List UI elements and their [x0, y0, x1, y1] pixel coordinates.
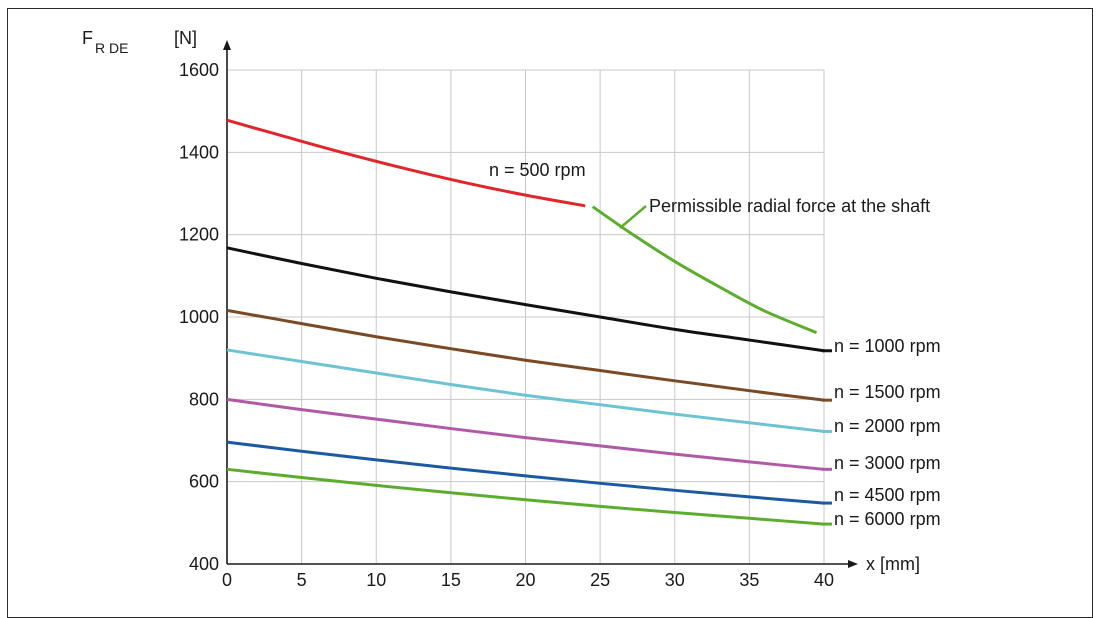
series-label: n = 2000 rpm: [834, 416, 941, 436]
x-tick-label: 15: [441, 570, 461, 590]
series-label: n = 1500 rpm: [834, 382, 941, 402]
x-axis-label: x [mm]: [866, 554, 920, 574]
y-axis-unit: [N]: [174, 28, 197, 48]
series-label: n = 4500 rpm: [834, 485, 941, 505]
series-label: n = 500 rpm: [489, 160, 586, 180]
series-label: n = 1000 rpm: [834, 336, 941, 356]
y-tick-label: 1000: [179, 307, 219, 327]
y-axis-label-main: F: [82, 28, 93, 48]
series-label: n = 3000 rpm: [834, 453, 941, 473]
y-tick-label: 800: [189, 389, 219, 409]
tick-labels: 0 5 10 15 20 25 30 35 40 400 600 800 1000 1200 1400 160…: [179, 60, 834, 590]
permissible-force-leader: [620, 206, 646, 228]
x-tick-label: 0: [222, 570, 232, 590]
y-tick-label: 1600: [179, 60, 219, 80]
series-labels: n = 500 rpm n = 1000 rpm n = 1500 rpm n = 2…: [489, 160, 941, 529]
y-tick-label: 1400: [179, 142, 219, 162]
x-tick-label: 35: [739, 570, 759, 590]
x-tick-label: 40: [814, 570, 834, 590]
x-tick-label: 20: [515, 570, 535, 590]
y-axis-label-subscript: R DE: [95, 40, 128, 56]
permissible-force-line: [593, 207, 817, 333]
x-tick-label: 30: [665, 570, 685, 590]
y-axis-arrow: [223, 40, 231, 50]
y-tick-label: 1200: [179, 225, 219, 245]
x-tick-label: 25: [590, 570, 610, 590]
axes: [223, 40, 858, 568]
series-lines: [227, 120, 832, 524]
permissible-force-label: Permissible radial force at the shaft: [649, 196, 930, 216]
y-tick-label: 400: [189, 554, 219, 574]
y-tick-label: 600: [189, 472, 219, 492]
series-label: n = 6000 rpm: [834, 509, 941, 529]
x-tick-label: 10: [366, 570, 386, 590]
x-axis-arrow: [848, 560, 858, 568]
x-tick-label: 5: [297, 570, 307, 590]
